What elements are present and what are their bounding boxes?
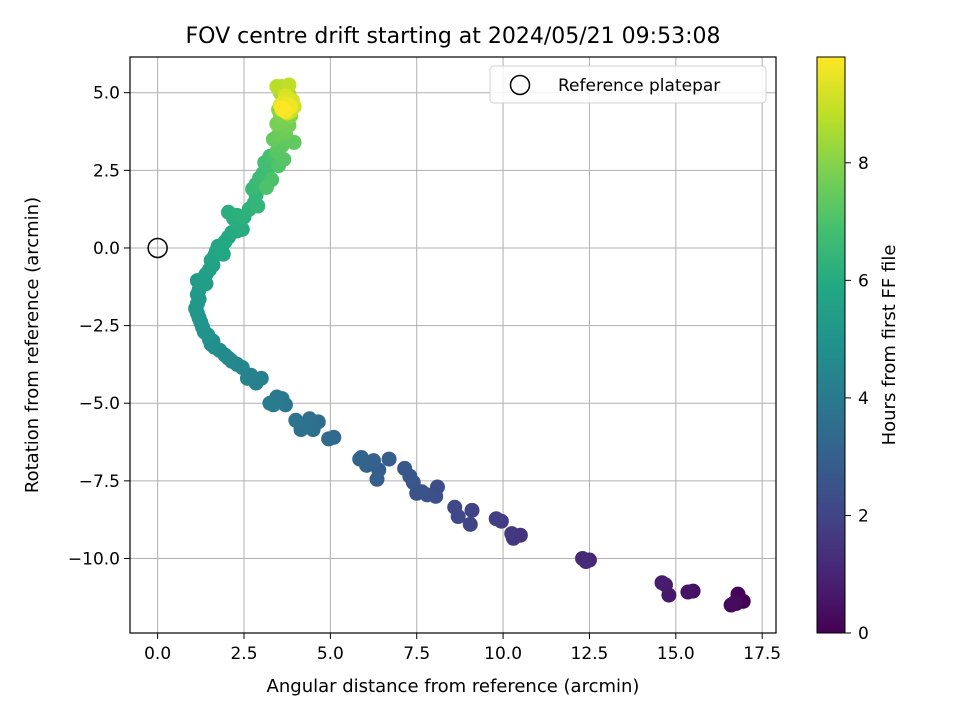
colorbar-label: Hours from first FF file bbox=[879, 245, 900, 446]
data-point bbox=[462, 516, 478, 532]
y-tick-label: −10.0 bbox=[68, 549, 120, 569]
data-point bbox=[464, 502, 480, 518]
x-tick-label: 7.5 bbox=[403, 644, 430, 664]
data-point bbox=[654, 575, 670, 591]
colorbar-tick-label: 8 bbox=[858, 154, 869, 174]
y-tick-label: 5.0 bbox=[93, 84, 120, 104]
colorbar-tick-label: 0 bbox=[858, 624, 869, 644]
x-tick-label: 0.0 bbox=[144, 644, 171, 664]
data-point bbox=[381, 451, 397, 467]
grid bbox=[130, 57, 776, 633]
legend: Reference platepar bbox=[489, 65, 767, 104]
data-points bbox=[188, 77, 751, 613]
data-point bbox=[250, 198, 266, 214]
colorbar-ticks: 0 2 4 6 8 bbox=[845, 154, 869, 644]
x-tick-label: 15.0 bbox=[657, 644, 695, 664]
x-tick-label: 5.0 bbox=[317, 644, 344, 664]
data-point bbox=[447, 499, 463, 515]
y-tick-label: 0.0 bbox=[93, 239, 120, 259]
y-tick-label: −2.5 bbox=[79, 317, 120, 337]
data-point bbox=[369, 471, 385, 487]
data-point bbox=[258, 179, 274, 195]
x-tick-label: 12.5 bbox=[571, 644, 609, 664]
x-tick-label: 10.0 bbox=[484, 644, 522, 664]
colorbar-gradient bbox=[816, 56, 846, 634]
data-point bbox=[504, 526, 520, 542]
y-axis-label: Rotation from reference (arcmin) bbox=[22, 197, 43, 493]
data-point bbox=[680, 584, 696, 600]
y-tick-label: −7.5 bbox=[79, 472, 120, 492]
reference-platepar-marker bbox=[147, 237, 168, 259]
data-point bbox=[288, 412, 304, 428]
legend-marker-icon bbox=[509, 74, 531, 96]
y-tick-label: −5.0 bbox=[79, 394, 120, 414]
data-point bbox=[488, 511, 504, 527]
data-point bbox=[578, 554, 594, 570]
data-point bbox=[397, 460, 413, 476]
x-tick-label: 17.5 bbox=[743, 644, 781, 664]
y-tick-label: 2.5 bbox=[93, 161, 120, 181]
data-point bbox=[215, 246, 231, 262]
data-point bbox=[352, 451, 368, 467]
data-point bbox=[321, 431, 337, 447]
colorbar-tick-label: 2 bbox=[858, 506, 869, 526]
data-point bbox=[727, 595, 743, 611]
legend-entry: Reference platepar bbox=[558, 76, 720, 96]
x-tick-label: 2.5 bbox=[230, 644, 257, 664]
data-point bbox=[274, 100, 290, 116]
colorbar-tick-label: 6 bbox=[858, 271, 869, 291]
data-point bbox=[262, 395, 278, 411]
chart-title: FOV centre drift starting at 2024/05/21 … bbox=[186, 24, 721, 49]
legend-box bbox=[489, 65, 767, 104]
colorbar-tick-label: 4 bbox=[858, 389, 869, 409]
x-axis-ticks: 0.0 2.5 5.0 7.5 10.0 12.5 15.0 17.5 bbox=[144, 633, 781, 664]
x-axis-label: Angular distance from reference (arcmin) bbox=[267, 676, 640, 697]
y-axis-ticks: 5.0 2.5 0.0 −2.5 −5.0 −7.5 −10.0 bbox=[68, 84, 130, 569]
plot-frame bbox=[129, 56, 777, 634]
colorbar: 0 2 4 6 8 Hours from first FF file bbox=[816, 56, 900, 644]
